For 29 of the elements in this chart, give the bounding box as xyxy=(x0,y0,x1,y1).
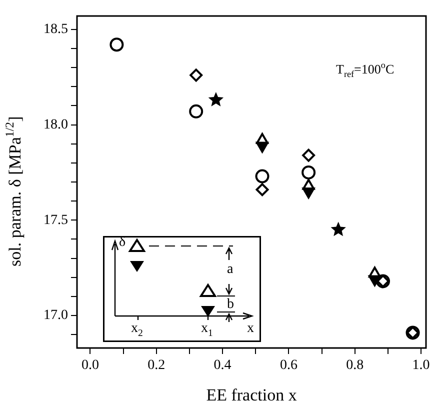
point xyxy=(368,266,381,278)
annotation: x xyxy=(247,321,254,336)
annotation: x$_{2}$ xyxy=(131,321,143,341)
point xyxy=(330,222,346,236)
x-tick-label: 0.0 xyxy=(81,358,99,374)
x-tick-label: 0.2 xyxy=(148,358,166,374)
annotation: T$_{ref}$=100$^{o}$C xyxy=(336,60,394,79)
y-tick-label: 17.0 xyxy=(44,308,68,324)
x-tick-label: 1.0 xyxy=(412,358,430,374)
annotation: b xyxy=(227,297,234,312)
point xyxy=(302,148,316,162)
x-tick-label: 0.4 xyxy=(214,358,232,374)
x-tick-label: 0.8 xyxy=(346,358,364,374)
annotation: a xyxy=(227,262,234,277)
y-tick-label: 17.5 xyxy=(44,212,68,228)
point xyxy=(189,104,204,118)
point xyxy=(208,92,224,106)
point xyxy=(255,169,270,184)
y-tick-label: 18.0 xyxy=(44,117,68,132)
annotation: x$_{1}$ xyxy=(201,321,213,341)
x-tick-label: 0.6 xyxy=(280,358,298,374)
point xyxy=(190,68,203,82)
point xyxy=(256,133,268,144)
point xyxy=(110,38,124,52)
point xyxy=(302,165,316,180)
point xyxy=(256,183,269,196)
point xyxy=(302,178,315,190)
x-axis-title: EE fraction x xyxy=(206,385,298,404)
y-tick-label: 18.5 xyxy=(44,22,68,38)
